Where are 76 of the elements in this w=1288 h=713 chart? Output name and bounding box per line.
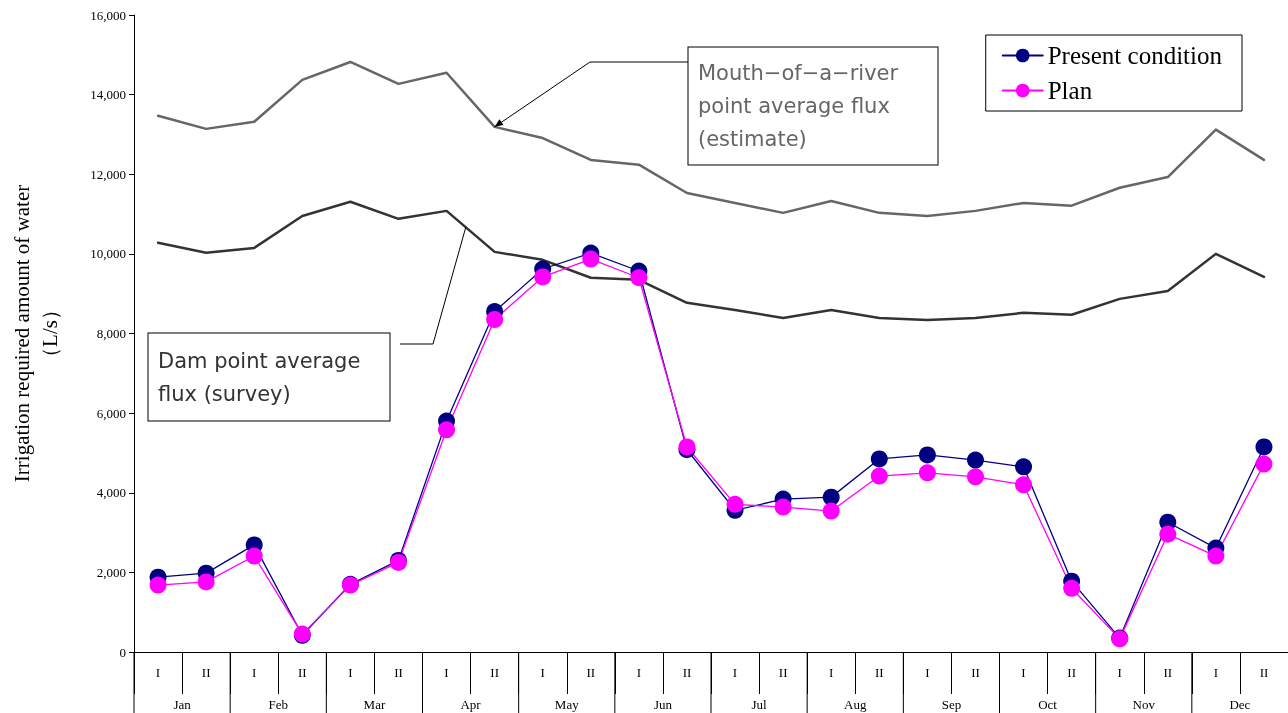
point <box>1255 455 1273 473</box>
x-tick-label: I <box>1021 665 1026 680</box>
point <box>1159 525 1177 543</box>
point <box>966 468 984 486</box>
text: Apr <box>460 696 482 712</box>
text: Feb <box>268 696 288 712</box>
x-tick-label: II <box>297 665 307 680</box>
x-tick-label: I <box>252 665 257 680</box>
text: Jun <box>653 696 673 712</box>
y-tick-label: 2,000 <box>96 564 126 580</box>
text: Aug <box>844 696 867 712</box>
point <box>870 450 888 468</box>
text: May <box>554 696 580 712</box>
text: Nov <box>1132 696 1156 712</box>
point <box>582 250 600 268</box>
point <box>1015 476 1033 494</box>
x-tick-label: I <box>1213 665 1219 680</box>
point <box>966 451 984 469</box>
text: Jul <box>751 696 768 712</box>
point <box>918 464 936 482</box>
text: Oct <box>1038 696 1058 712</box>
y-tick-label: 6,000 <box>96 405 126 421</box>
legend-label: Present condition <box>1047 42 1223 69</box>
point <box>822 502 840 520</box>
text: Dam point average flux (survey) <box>158 348 361 406</box>
x-tick-label: I <box>444 665 449 680</box>
y-tick-label: 4,000 <box>96 485 126 501</box>
x-tick-label: II <box>394 665 403 680</box>
y-tick-label: 8,000 <box>96 326 126 341</box>
point <box>822 488 840 506</box>
legend-label: Plan <box>1047 77 1093 104</box>
point <box>1255 438 1273 456</box>
x-tick-label: II <box>1067 665 1076 680</box>
x-tick-label: II <box>874 665 884 680</box>
x-tick-label: II <box>1259 665 1269 680</box>
x-tick-label: II <box>490 665 499 680</box>
x-tick-label: I <box>348 665 353 680</box>
x-tick-label: I <box>540 665 545 680</box>
x-tick-label: I <box>636 665 642 680</box>
y-tick-label: 10,000 <box>90 246 126 262</box>
point <box>918 446 936 464</box>
point <box>726 495 744 513</box>
text: Mar <box>363 696 386 712</box>
x-tick-label: I <box>732 665 738 680</box>
x-tick-label: I <box>925 665 930 680</box>
point <box>1207 547 1225 565</box>
point <box>1063 579 1081 597</box>
text: Dec <box>1229 696 1251 712</box>
x-tick-label: II <box>778 665 788 680</box>
x-tick-label: I <box>155 665 161 680</box>
text: Jan <box>173 696 192 712</box>
point <box>486 311 504 329</box>
point <box>438 421 456 439</box>
point <box>774 498 792 516</box>
point <box>534 268 552 286</box>
line-series <box>156 200 1266 322</box>
x-tick-label: I <box>829 665 834 680</box>
point <box>197 573 215 591</box>
x-tick-label: II <box>1163 665 1173 680</box>
point <box>630 269 648 287</box>
point <box>245 547 263 565</box>
y-tick-label: 0 <box>119 644 126 660</box>
point <box>1015 458 1033 476</box>
x-tick-label: II <box>201 665 211 680</box>
series-label: Mouth−of−a−river point average flux (estimate) <box>698 61 899 151</box>
x-tick-label: II <box>971 665 980 680</box>
x-tick-label: II <box>586 665 596 680</box>
y-tick-label: 12,000 <box>90 166 126 182</box>
point <box>870 467 888 485</box>
y-tick-label: 16,000 <box>90 7 126 23</box>
x-tick-label: I <box>1117 665 1122 680</box>
point <box>149 576 167 594</box>
y-axis-title: Irrigation required amount of water （L/s） <box>10 184 62 483</box>
text: Sep <box>941 696 962 712</box>
x-tick-label: II <box>682 665 692 680</box>
y-tick-label: 14,000 <box>90 87 126 103</box>
